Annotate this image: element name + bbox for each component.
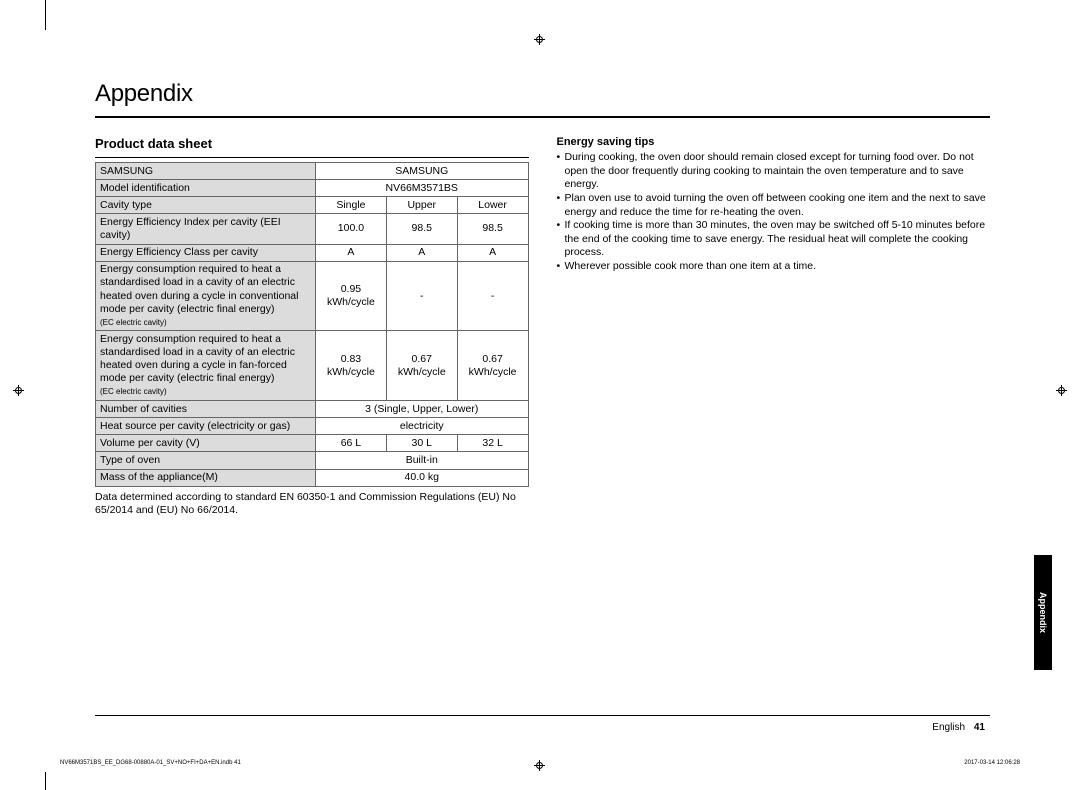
table-row: Heat source per cavity (electricity or g… (96, 418, 529, 435)
cell-label: Number of cavities (96, 401, 316, 418)
table-row: Energy Efficiency Class per cavity A A A (96, 244, 529, 261)
cell-label: Model identification (96, 180, 316, 197)
cell-value: 3 (Single, Upper, Lower) (316, 401, 529, 418)
page-title: Appendix (95, 80, 990, 108)
cell-value: SAMSUNG (316, 163, 529, 180)
cell-value: Single (316, 197, 387, 214)
print-date: 2017-03-14 12:06:28 (964, 760, 1020, 766)
registration-mark (1056, 385, 1067, 396)
cell-value: A (316, 244, 387, 261)
product-data-table: SAMSUNG SAMSUNG Model identification NV6… (95, 162, 529, 487)
cell-value: - (386, 261, 457, 331)
cell-subtext: (EC electric cavity) (100, 318, 167, 327)
table-row: Energy consumption required to heat a st… (96, 331, 529, 401)
list-item: Wherever possible cook more than one ite… (557, 260, 991, 274)
cell-text: Energy consumption required to heat a st… (100, 333, 295, 384)
cell-label: Mass of the appliance(M) (96, 469, 316, 486)
cell-value: 40.0 kg (316, 469, 529, 486)
cell-value: 98.5 (386, 214, 457, 244)
table-row: Model identification NV66M3571BS (96, 180, 529, 197)
cell-value: Upper (386, 197, 457, 214)
registration-mark (13, 385, 24, 396)
cell-value: NV66M3571BS (316, 180, 529, 197)
cell-value: electricity (316, 418, 529, 435)
cell-value: 30 L (386, 435, 457, 452)
table-row: Cavity type Single Upper Lower (96, 197, 529, 214)
table-footnote: Data determined according to standard EN… (95, 491, 529, 518)
cell-label: Cavity type (96, 197, 316, 214)
tips-heading: Energy saving tips (557, 136, 991, 148)
cell-value: 0.95 kWh/cycle (316, 261, 387, 331)
cell-value: 0.83 kWh/cycle (316, 331, 387, 401)
print-file: NV66M3571BS_EE_DG68-00880A-01_SV+NO+FI+D… (60, 760, 241, 766)
page-footer: English 41 (932, 722, 985, 733)
cell-label: Heat source per cavity (electricity or g… (96, 418, 316, 435)
cell-value: 0.67 kWh/cycle (457, 331, 528, 401)
cell-label: Volume per cavity (V) (96, 435, 316, 452)
cell-label: Energy Efficiency Class per cavity (96, 244, 316, 261)
trim-mark (45, 772, 46, 790)
table-row: Mass of the appliance(M) 40.0 kg (96, 469, 529, 486)
table-row: Energy consumption required to heat a st… (96, 261, 529, 331)
footer-language: English (932, 722, 965, 733)
footer-rule (95, 715, 990, 716)
cell-label: Energy consumption required to heat a st… (96, 331, 316, 401)
trim-mark (45, 0, 46, 30)
list-item: If cooking time is more than 30 minutes,… (557, 219, 991, 260)
cell-value: A (386, 244, 457, 261)
cell-value: 98.5 (457, 214, 528, 244)
cell-label: SAMSUNG (96, 163, 316, 180)
table-row: Volume per cavity (V) 66 L 30 L 32 L (96, 435, 529, 452)
tips-list: During cooking, the oven door should rem… (557, 151, 991, 274)
list-item: Plan oven use to avoid turning the oven … (557, 192, 991, 219)
print-footer: NV66M3571BS_EE_DG68-00880A-01_SV+NO+FI+D… (60, 760, 1020, 766)
section-tab: Appendix (1034, 555, 1052, 670)
table-row: Energy Efficiency Index per cavity (EEI … (96, 214, 529, 244)
cell-text: Energy consumption required to heat a st… (100, 263, 298, 314)
cell-subtext: (EC electric cavity) (100, 387, 167, 396)
cell-value: 0.67 kWh/cycle (386, 331, 457, 401)
cell-value: Lower (457, 197, 528, 214)
cell-label: Type of oven (96, 452, 316, 469)
footer-page-number: 41 (974, 722, 985, 733)
cell-value: 32 L (457, 435, 528, 452)
table-row: SAMSUNG SAMSUNG (96, 163, 529, 180)
section-rule (95, 157, 529, 158)
section-tab-label: Appendix (1038, 592, 1048, 633)
cell-value: A (457, 244, 528, 261)
left-column: Product data sheet SAMSUNG SAMSUNG Model… (95, 136, 529, 518)
section-heading: Product data sheet (95, 136, 529, 151)
right-column: Energy saving tips During cooking, the o… (557, 136, 991, 518)
cell-value: 100.0 (316, 214, 387, 244)
table-row: Type of oven Built-in (96, 452, 529, 469)
cell-value: - (457, 261, 528, 331)
registration-mark (534, 34, 545, 45)
list-item: During cooking, the oven door should rem… (557, 151, 991, 192)
table-row: Number of cavities 3 (Single, Upper, Low… (96, 401, 529, 418)
cell-value: 66 L (316, 435, 387, 452)
cell-label: Energy Efficiency Index per cavity (EEI … (96, 214, 316, 244)
page-content: Appendix Product data sheet SAMSUNG SAMS… (95, 80, 990, 518)
cell-value: Built-in (316, 452, 529, 469)
cell-label: Energy consumption required to heat a st… (96, 261, 316, 331)
title-rule (95, 116, 990, 118)
